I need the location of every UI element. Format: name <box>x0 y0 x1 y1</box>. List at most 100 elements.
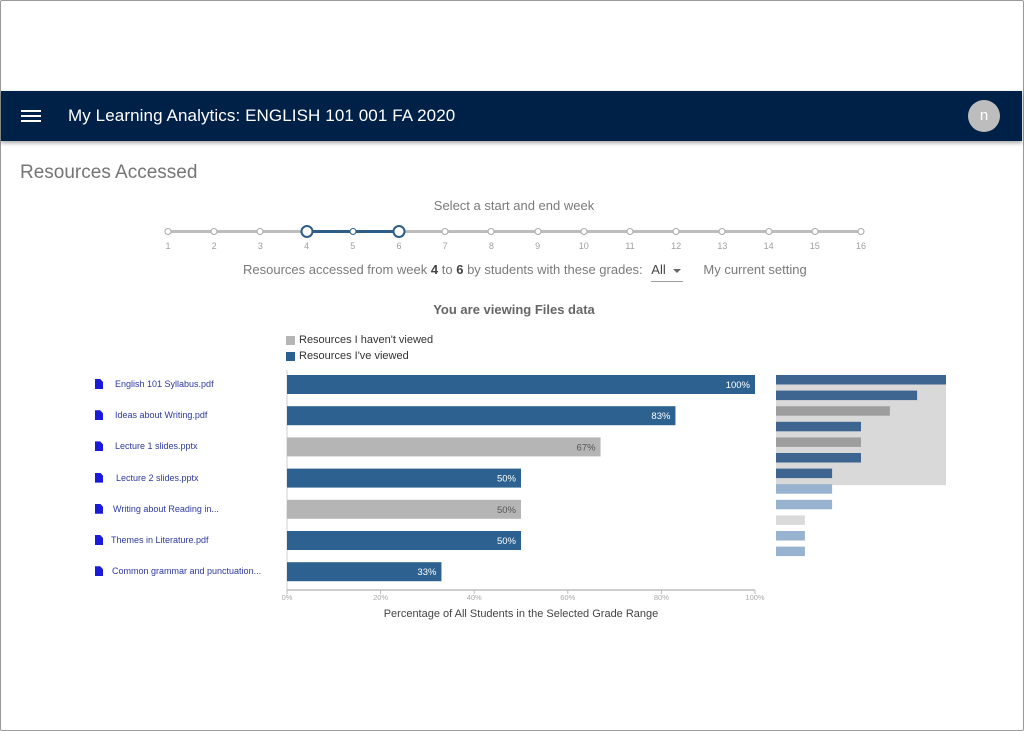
app-bar: My Learning Analytics: ENGLISH 101 001 F… <box>1 91 1022 141</box>
minimap-bar <box>776 406 890 416</box>
bar-value-label: 67% <box>577 442 597 453</box>
file-name: Common grammar and punctuation... <box>112 566 262 577</box>
file-icon <box>95 535 103 545</box>
summary-prefix: Resources accessed from week <box>243 262 428 277</box>
x-tick-label: 80% <box>654 593 669 602</box>
slider-week-label: 12 <box>671 241 682 251</box>
minimap-bar <box>776 437 861 447</box>
user-avatar[interactable]: n <box>968 100 1000 132</box>
slider-week-label: 6 <box>396 241 402 251</box>
file-link[interactable]: Themes in Literature.pdf <box>95 530 209 550</box>
slider-week-label: 5 <box>350 241 356 251</box>
file-icon <box>95 472 103 483</box>
file-link[interactable]: Ideas about Writing.pdf <box>95 405 207 425</box>
summary-end-week: 6 <box>456 262 464 277</box>
week-range-slider[interactable]: 1 2 3 4 5 6 7 8 9 10 11 12 13 14 15 16 <box>164 222 866 252</box>
bar-value-label: 50% <box>497 536 517 547</box>
legend-item-viewed: Resources I've viewed <box>286 348 433 364</box>
bar-value-label: 50% <box>497 474 517 485</box>
slider-start-handle[interactable] <box>300 225 314 238</box>
minimap-bar <box>776 375 946 385</box>
summary-text: Resources accessed from week 4 to 6 by s… <box>243 262 807 282</box>
file-link[interactable]: Lecture 2 slides.pptx <box>95 468 199 488</box>
bar-value-label: 50% <box>497 505 517 516</box>
file-link[interactable]: Common grammar and punctuation... <box>95 561 261 581</box>
file-name: Ideas about Writing.pdf <box>115 410 208 421</box>
minimap-bar <box>776 499 833 510</box>
slider-week-tick[interactable] <box>580 228 588 235</box>
bar[interactable] <box>287 468 521 488</box>
slider-rail <box>168 230 861 233</box>
slider-week-tick[interactable] <box>857 228 865 235</box>
legend-item-not-viewed: Resources I haven't viewed <box>286 332 433 348</box>
file-name: Themes in Literature.pdf <box>111 535 209 545</box>
minimap-bar <box>776 421 861 432</box>
slider-week-label: 11 <box>625 241 635 251</box>
file-name: English 101 Syllabus.pdf <box>115 379 214 389</box>
bar[interactable] <box>287 562 442 582</box>
slider-week-tick[interactable] <box>718 228 726 235</box>
slider-week-tick[interactable] <box>534 228 542 235</box>
grade-select[interactable]: All <box>651 262 683 282</box>
bar-value-label: 33% <box>417 567 437 578</box>
minimap-bar <box>776 531 805 541</box>
x-tick-label: 60% <box>560 593 575 602</box>
summary-start-week: 4 <box>430 262 439 277</box>
slider-week-tick[interactable] <box>256 228 264 235</box>
slider-week-tick[interactable] <box>626 228 634 235</box>
file-icon <box>95 410 103 421</box>
file-icon <box>95 566 103 577</box>
slider-week-label: 3 <box>257 241 263 251</box>
file-link[interactable]: Lecture 1 slides.pptx <box>95 436 198 456</box>
slider-week-tick[interactable] <box>349 228 357 235</box>
legend-label-not-viewed: Resources I haven't viewed <box>299 334 434 346</box>
file-link[interactable]: Writing about Reading in... <box>95 499 219 519</box>
slider-week-tick[interactable] <box>672 228 680 235</box>
file-link[interactable]: English 101 Syllabus.pdf <box>95 374 214 394</box>
chart-legend: Resources I haven't viewed Resources I'v… <box>286 332 433 364</box>
bar[interactable] <box>287 499 521 519</box>
bar[interactable] <box>287 406 676 426</box>
slider-week-tick[interactable] <box>811 228 819 235</box>
file-name: Writing about Reading in... <box>113 503 219 514</box>
slider-week-label: 7 <box>442 241 448 251</box>
bar[interactable] <box>287 375 755 394</box>
minimap-bar <box>776 390 918 401</box>
legend-swatch-not-viewed <box>286 335 295 345</box>
file-icon <box>95 379 103 389</box>
slider-week-label: 4 <box>304 241 310 251</box>
hamburger-menu-icon[interactable] <box>21 105 41 127</box>
slider-week-label: 1 <box>165 241 171 251</box>
bar[interactable] <box>287 531 521 550</box>
x-axis-title: Percentage of All Students in the Select… <box>384 608 659 620</box>
slider-week-label: 2 <box>211 241 217 251</box>
page-title: Resources Accessed <box>20 162 198 183</box>
slider-week-label: 15 <box>809 241 820 251</box>
file-name: Lecture 2 slides.pptx <box>116 472 199 483</box>
minimap-bar <box>776 515 805 525</box>
x-tick-label: 0% <box>282 593 293 602</box>
minimap-bar <box>776 468 833 479</box>
slider-end-handle[interactable] <box>392 225 406 238</box>
slider-week-tick[interactable] <box>765 228 773 235</box>
slider-week-label: 9 <box>535 241 541 251</box>
viewing-label: You are viewing Files data <box>433 302 595 317</box>
slider-week-tick[interactable] <box>210 228 218 235</box>
grade-select-value: All <box>651 262 666 277</box>
slider-week-label: 13 <box>717 241 728 251</box>
slider-week-label: 10 <box>578 241 589 251</box>
slider-week-label: 8 <box>488 241 494 251</box>
slider-week-label: 14 <box>763 241 774 251</box>
file-icon <box>95 503 103 514</box>
minimap-bar <box>776 453 861 463</box>
slider-week-tick[interactable] <box>487 228 495 235</box>
slider-week-tick[interactable] <box>441 228 449 235</box>
bar-value-label: 83% <box>651 411 671 422</box>
caret-down-icon <box>672 268 681 273</box>
bar[interactable] <box>287 437 601 457</box>
resources-bar-chart: 100% 83% 67% 50% 50% 50% 33% 0% 20% 40% 60% 80% 100%… <box>282 370 765 620</box>
summary-suffix: by students with these grades: <box>467 262 643 277</box>
slider-week-tick[interactable] <box>164 228 172 235</box>
chart-minimap[interactable] <box>776 375 947 587</box>
minimap-bar <box>776 546 805 557</box>
